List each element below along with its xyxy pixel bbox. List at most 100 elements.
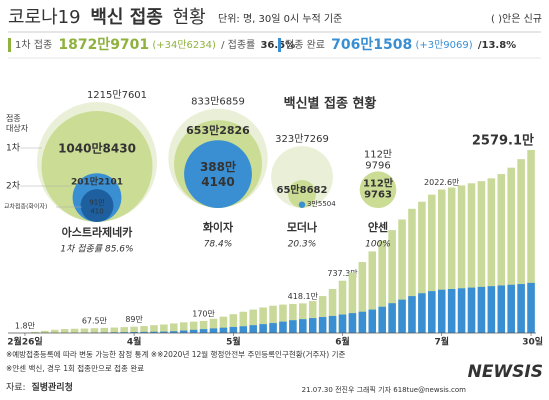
value-label: 2022.6만 — [424, 178, 460, 187]
value-label: 1.8만 — [15, 321, 36, 330]
bar — [170, 331, 178, 333]
vaccine-rate: 78.4% — [204, 240, 233, 250]
first-rate-label: / 접종률 — [221, 39, 255, 51]
value-label: 2579.1만 — [472, 133, 534, 149]
bar — [308, 301, 317, 333]
complete-summary: 접종 완료 706만1508 (+3만9069) /13.8% — [285, 37, 516, 53]
bar — [219, 327, 228, 333]
x-tick-label: 7월 — [434, 336, 449, 348]
bar — [358, 262, 367, 333]
bar — [328, 315, 337, 333]
bar — [398, 299, 406, 333]
cross-row-label: 교차접종(화이자) — [4, 203, 47, 211]
bar — [229, 326, 238, 333]
first-summary: 1차 접종 1872만9701 (+34만6234) / 접종률 36.5% — [15, 37, 295, 53]
bar — [269, 323, 277, 333]
bar — [219, 316, 228, 333]
bar — [408, 296, 416, 333]
title-part: 코로나19 — [8, 7, 81, 28]
bar — [437, 289, 446, 333]
bar — [497, 285, 506, 333]
bar — [279, 304, 287, 333]
logo: NEWSIS — [468, 362, 543, 382]
bar — [70, 328, 79, 333]
bar — [428, 194, 436, 333]
note: ( )안은 신규 — [491, 13, 542, 25]
bar — [388, 230, 396, 333]
first-label: 65만8682 — [277, 183, 328, 196]
source: 자료: 질병관리청 — [6, 381, 73, 393]
bar — [209, 328, 218, 333]
bar — [130, 326, 138, 333]
bar — [179, 330, 188, 333]
cross-label: 91만 410 — [89, 198, 105, 216]
bar — [487, 286, 496, 333]
x-tick-label: 2월26일 — [7, 336, 42, 348]
second-bubble — [298, 201, 306, 209]
bar — [269, 305, 277, 333]
vaccine-rate: 100% — [365, 240, 391, 250]
credit: 21.07.30 전진우 그래픽 기자 618tue@newsis.com — [302, 385, 467, 394]
bar — [507, 284, 515, 333]
bar — [60, 329, 69, 333]
bar — [150, 325, 158, 333]
bar — [189, 321, 198, 333]
bar — [209, 318, 218, 333]
bar — [457, 288, 466, 333]
bar — [160, 331, 168, 333]
target-bubble — [271, 146, 333, 208]
target-label: 833만6859 — [191, 96, 245, 108]
bar — [289, 320, 297, 333]
first-rate: 36.5% — [260, 40, 295, 51]
x-tick-label: 4월 — [127, 336, 142, 348]
bar — [467, 183, 476, 333]
first-label: 1040만8430 — [58, 141, 136, 156]
bar — [289, 303, 297, 333]
bar — [527, 282, 535, 333]
bar — [457, 185, 466, 333]
bar — [140, 326, 148, 333]
bar — [150, 331, 158, 333]
bar — [338, 314, 347, 333]
target-row-label: 접종 대상자 — [6, 113, 29, 133]
bar — [239, 326, 248, 333]
bar — [517, 284, 525, 333]
bar — [199, 329, 208, 333]
bar — [348, 313, 357, 333]
bar — [348, 272, 357, 333]
unit: 단위: 명, 30일 0시 누적 기준 — [218, 12, 342, 25]
vaccine-rate: 20.3% — [288, 240, 317, 250]
vaccine-name: 모더나 — [287, 220, 317, 234]
first-bubble — [359, 171, 397, 208]
second-label: 3만5504 — [307, 199, 336, 208]
vaccines-title: 백신별 접종 현황 — [284, 96, 377, 112]
bar — [249, 325, 257, 333]
bar — [239, 311, 248, 333]
second-bubble — [184, 140, 252, 208]
first-marker — [8, 38, 11, 52]
bar — [189, 329, 198, 333]
source-label: 자료: — [6, 382, 26, 393]
second-row-label: 2차 — [6, 180, 21, 192]
bubble-groups: 접종 대상자 1215만7601 1040만8430 201만2101 91만 410 아스트… — [6, 89, 397, 255]
bar — [41, 330, 49, 333]
bar — [299, 319, 307, 333]
bar — [328, 289, 337, 333]
bar — [259, 324, 267, 333]
value-label: 737.3만 — [327, 269, 358, 278]
target-label: 1215만7601 — [87, 89, 147, 101]
first-row-label: 1차 — [6, 142, 21, 154]
bar — [259, 307, 267, 333]
bar — [160, 324, 168, 333]
bar-chart: 1.8만 67.5만 89만 170만 418.1만 737.3만 2022.6만 2579.… — [7, 133, 543, 348]
bar — [517, 159, 525, 333]
first-count: 1872만9701 — [58, 37, 149, 53]
bar — [170, 323, 178, 333]
bar — [418, 201, 426, 333]
bar — [368, 251, 377, 333]
complete-rate: /13.8% — [478, 40, 516, 51]
second-label: 388만 4140 — [200, 159, 236, 189]
first-label: 653만2826 — [186, 123, 250, 137]
bar — [437, 189, 446, 333]
